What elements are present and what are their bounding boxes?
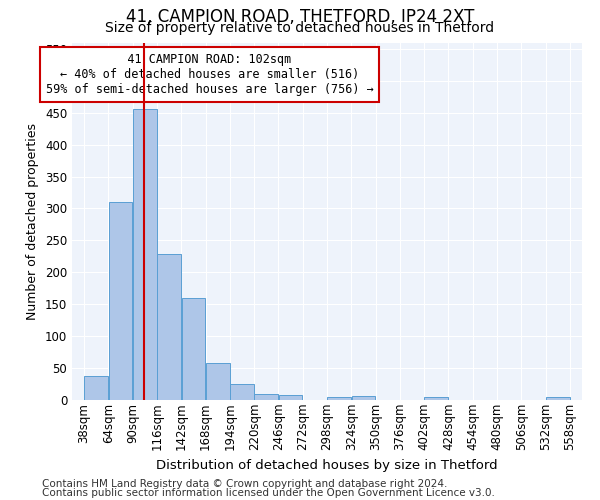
Bar	[182, 298, 205, 400]
Text: Size of property relative to detached houses in Thetford: Size of property relative to detached ho…	[106, 21, 494, 35]
Text: Contains HM Land Registry data © Crown copyright and database right 2024.: Contains HM Land Registry data © Crown c…	[42, 479, 448, 489]
Bar	[206, 363, 230, 400]
Bar	[230, 384, 254, 400]
Bar	[254, 394, 278, 400]
Bar	[352, 396, 376, 400]
Text: Contains public sector information licensed under the Open Government Licence v3: Contains public sector information licen…	[42, 488, 495, 498]
Bar	[278, 395, 302, 400]
Bar	[546, 397, 569, 400]
Bar	[327, 397, 351, 400]
Y-axis label: Number of detached properties: Number of detached properties	[26, 122, 40, 320]
Bar	[109, 202, 133, 400]
Bar	[424, 397, 448, 400]
Text: 41 CAMPION ROAD: 102sqm   
← 40% of detached houses are smaller (516)
59% of sem: 41 CAMPION ROAD: 102sqm ← 40% of detache…	[46, 53, 374, 96]
Text: 41, CAMPION ROAD, THETFORD, IP24 2XT: 41, CAMPION ROAD, THETFORD, IP24 2XT	[126, 8, 474, 26]
X-axis label: Distribution of detached houses by size in Thetford: Distribution of detached houses by size …	[156, 458, 498, 471]
Bar	[157, 254, 181, 400]
Bar	[85, 376, 108, 400]
Bar	[133, 109, 157, 400]
